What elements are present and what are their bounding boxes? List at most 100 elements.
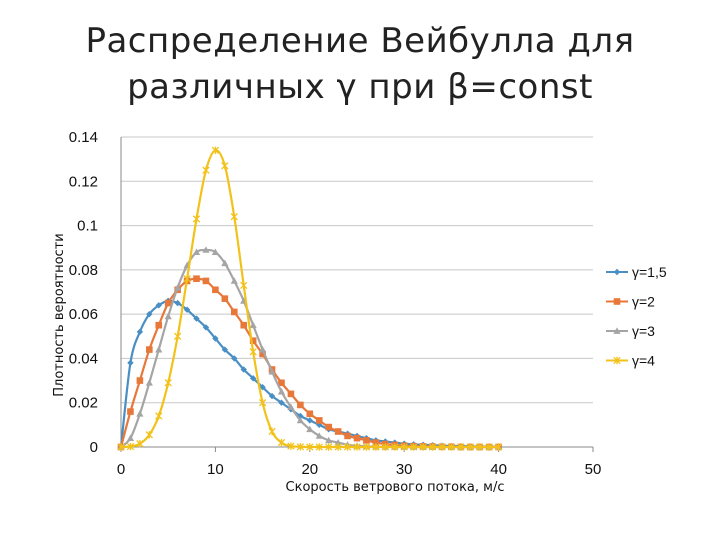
data-point-series-1 [146, 310, 153, 318]
data-point-series-4 [428, 443, 437, 451]
data-point-series-3 [192, 248, 201, 256]
data-point-series-4 [325, 443, 333, 451]
x-tick-label: 10 [207, 461, 224, 478]
data-point-series-1 [183, 306, 191, 313]
data-point-series-4 [211, 146, 220, 154]
legend-marker-3 [613, 327, 621, 334]
data-point-series-4 [466, 443, 474, 451]
data-point-series-4 [164, 379, 172, 387]
data-point-series-4 [230, 213, 238, 221]
y-tick-label: 0.12 [69, 173, 98, 190]
data-point-series-4 [192, 215, 201, 223]
legend-marker-2 [613, 298, 621, 305]
data-point-series-4 [183, 275, 191, 283]
data-point-series-2 [306, 410, 314, 418]
data-point-series-4 [400, 443, 408, 451]
data-point-series-1 [127, 359, 134, 367]
data-point-series-1 [136, 328, 144, 336]
data-point-series-4 [457, 443, 465, 451]
data-point-series-3 [211, 248, 219, 256]
data-point-series-1 [212, 335, 219, 342]
data-point-series-4 [343, 443, 352, 451]
data-point-series-4 [306, 443, 314, 451]
data-point-series-2 [146, 346, 153, 353]
data-point-series-3 [174, 283, 182, 291]
data-point-series-3 [155, 345, 163, 353]
y-tick-label: 0.06 [69, 306, 98, 323]
data-point-series-3 [334, 438, 342, 446]
data-point-series-1 [231, 355, 238, 362]
data-point-series-3 [315, 432, 323, 439]
data-point-series-4 [381, 443, 389, 451]
data-point-series-3 [268, 368, 276, 375]
data-point-series-2 [372, 439, 380, 446]
data-point-series-4 [494, 443, 503, 451]
data-point-series-4 [447, 443, 456, 451]
data-point-series-3 [277, 388, 286, 395]
data-point-series-1 [240, 366, 247, 373]
data-point-series-2 [202, 277, 210, 285]
data-point-series-3 [325, 436, 333, 444]
x-tick-label: 50 [585, 461, 602, 478]
data-point-series-1 [155, 302, 162, 309]
data-point-series-2 [334, 428, 342, 435]
data-point-series-4 [136, 439, 144, 448]
chart-title: Распределение Вейбулла для различных γ п… [0, 18, 720, 110]
y-tick-label: 0.14 [69, 129, 98, 146]
data-point-series-2 [297, 401, 304, 409]
data-point-series-4 [268, 427, 276, 436]
data-point-series-4 [438, 443, 446, 451]
data-point-series-2 [259, 350, 266, 358]
y-tick-label: 0.1 [77, 218, 98, 235]
legend-marker-4 [613, 356, 621, 365]
data-point-series-4 [334, 443, 342, 451]
data-point-series-3 [164, 312, 172, 320]
data-point-series-2 [344, 432, 351, 440]
x-axis-label: Скорость ветрового потока, м/с [286, 480, 505, 495]
data-point-series-4 [155, 412, 163, 420]
data-point-series-4 [362, 443, 371, 451]
y-tick-label: 0.02 [69, 395, 98, 412]
data-point-series-3 [296, 416, 304, 424]
data-point-series-1 [249, 375, 257, 382]
x-tick-label: 40 [490, 461, 507, 478]
data-point-series-3 [287, 403, 295, 411]
data-point-series-3 [145, 379, 153, 386]
data-point-series-4 [476, 443, 484, 451]
x-tick-label: 30 [396, 461, 413, 478]
data-point-series-4 [419, 443, 427, 451]
data-point-series-2 [212, 286, 219, 294]
data-point-series-1 [306, 417, 313, 424]
data-point-series-4 [117, 443, 125, 451]
chart-title-line-2: различных γ при β=const [127, 67, 593, 107]
data-point-series-2 [193, 275, 200, 283]
data-point-series-4 [372, 443, 380, 451]
data-point-series-3 [202, 246, 210, 253]
data-point-series-2 [230, 308, 238, 316]
data-point-series-1 [268, 392, 276, 400]
data-point-series-2 [155, 321, 163, 329]
data-point-series-4 [391, 443, 399, 451]
data-point-series-4 [126, 442, 135, 451]
data-point-series-2 [164, 299, 172, 307]
y-axis-label: Плотность вероятности [52, 233, 67, 396]
data-point-series-2 [278, 379, 285, 387]
y-tick-label: 0.04 [69, 350, 98, 367]
data-point-series-4 [240, 281, 248, 290]
data-point-series-3 [259, 345, 267, 353]
data-point-series-4 [221, 162, 229, 170]
data-point-series-4 [258, 399, 267, 407]
data-point-series-3 [221, 259, 229, 267]
data-point-series-3 [306, 425, 314, 433]
data-point-series-4 [249, 348, 257, 356]
data-point-series-3 [126, 434, 135, 442]
data-point-series-1 [221, 346, 229, 353]
data-point-series-1 [174, 299, 181, 307]
data-point-series-4 [485, 443, 493, 451]
data-point-series-4 [145, 431, 153, 439]
data-point-series-4 [287, 442, 295, 450]
data-point-series-3 [136, 410, 144, 417]
legend-label-1: γ=1,5 [632, 264, 667, 280]
data-point-series-2 [221, 295, 229, 302]
